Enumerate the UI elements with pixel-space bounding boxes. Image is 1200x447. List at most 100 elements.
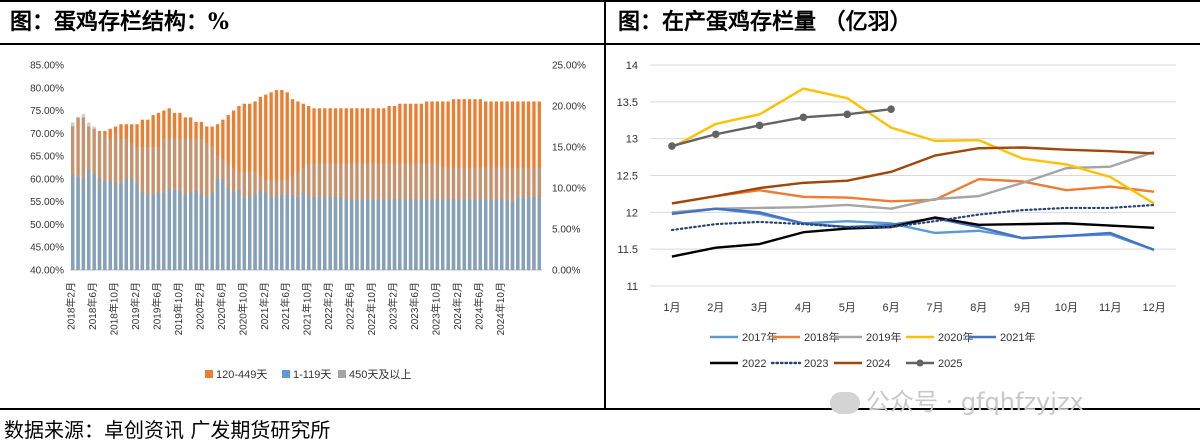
- bar-450-plus: [231, 167, 236, 270]
- bar-450-plus: [494, 167, 499, 270]
- bar-450-plus: [462, 167, 466, 270]
- bar-450-plus: [333, 163, 338, 270]
- bar-450-plus: [103, 134, 107, 270]
- left-x-tick: 2023年10月: [429, 282, 442, 335]
- bar-450-plus: [360, 163, 364, 270]
- bar-450-plus: [344, 163, 348, 270]
- left-y-tick: 40.00%: [30, 266, 64, 277]
- left-x-tick: 2021年10月: [301, 282, 314, 335]
- bar-450-plus: [274, 179, 279, 270]
- left-x-tick: 2019年6月: [151, 282, 164, 330]
- left-x-tick: 2020年2月: [193, 282, 206, 330]
- bar-450-plus: [269, 179, 273, 270]
- legend-label-2019年: 2019年: [866, 330, 901, 344]
- left-x-tick: 2024年6月: [472, 282, 485, 330]
- bar-450-plus: [521, 167, 525, 270]
- bar-450-plus: [130, 142, 134, 270]
- x-tick: 10月: [1055, 302, 1078, 314]
- legend-label-2017年: 2017年: [742, 330, 777, 344]
- bar-450-plus: [446, 167, 450, 270]
- right-y-tick: 0.00%: [552, 266, 580, 277]
- bar-450-plus: [307, 163, 311, 270]
- bar-450-plus: [403, 163, 407, 270]
- title-underline: [0, 43, 1200, 45]
- bar-450-plus: [87, 122, 91, 271]
- bar-450-plus: [135, 147, 139, 270]
- bar-450-plus: [194, 138, 198, 270]
- bar-450-plus: [215, 155, 220, 270]
- legend-label-120-449: 120-449天: [216, 369, 267, 381]
- series-marker-2025: [799, 113, 808, 122]
- bar-450-plus: [419, 163, 423, 270]
- bar-450-plus: [226, 163, 230, 270]
- right-y-tick: 25.00%: [552, 61, 586, 72]
- bar-450-plus: [505, 167, 509, 270]
- bar-450-plus: [242, 171, 246, 270]
- bar-450-plus: [280, 179, 284, 270]
- legend-swatch-120-449: [205, 370, 213, 378]
- bar-450-plus: [473, 167, 477, 270]
- bar-450-plus: [119, 138, 123, 270]
- left-x-tick: 2023年6月: [408, 282, 421, 330]
- bar-450-plus: [312, 163, 316, 270]
- y-tick: 14: [626, 60, 638, 72]
- right-panel-title: 图：在产蛋鸡存栏量 （亿羽）: [618, 9, 912, 35]
- bar-450-plus: [253, 171, 257, 270]
- left-x-tick: 2020年10月: [236, 282, 249, 335]
- y-tick: 13.5: [617, 97, 638, 109]
- bar-450-plus: [532, 167, 536, 270]
- bar-450-plus: [205, 142, 209, 270]
- bar-450-plus: [92, 126, 96, 270]
- right-y-tick: 20.00%: [552, 102, 586, 113]
- x-tick: 3月: [751, 302, 768, 314]
- legend-label-2025: 2025: [938, 358, 962, 370]
- bar-450-plus: [371, 163, 375, 270]
- series-line-2018年: [671, 177, 1155, 205]
- left-y-tick: 85.00%: [30, 61, 64, 72]
- legend-label-2018年: 2018年: [804, 330, 839, 344]
- bar-450-plus: [285, 179, 289, 270]
- x-tick: 7月: [926, 302, 943, 314]
- bar-450-plus: [398, 163, 402, 270]
- data-source-footer: 数据来源：卓创资讯 广发期货研究所: [4, 418, 331, 442]
- bar-450-plus: [248, 171, 252, 270]
- x-tick: 4月: [795, 302, 812, 314]
- bar-450-plus: [382, 163, 386, 270]
- bar-450-plus: [167, 138, 171, 270]
- bar-450-plus: [71, 122, 75, 271]
- bar-450-plus: [451, 167, 456, 270]
- legend-label-2021年: 2021年: [1000, 330, 1035, 344]
- bar-450-plus: [317, 163, 322, 270]
- series-marker-2025: [668, 142, 676, 150]
- wechat-icon: [830, 392, 860, 414]
- left-x-tick: 2021年2月: [258, 282, 271, 330]
- left-y-tick: 70.00%: [30, 129, 64, 140]
- bar-450-plus: [189, 138, 193, 270]
- legend-label-1-119: 1-119天: [293, 369, 331, 381]
- left-y-tick: 45.00%: [30, 243, 64, 254]
- left-x-tick: 2020年6月: [215, 282, 228, 330]
- left-x-tick: 2019年2月: [129, 282, 142, 330]
- legend-label-450plus: 450天及以上: [349, 368, 411, 381]
- bottom-border: [0, 408, 1200, 410]
- bar-450-plus: [178, 138, 182, 270]
- bar-450-plus: [124, 138, 128, 270]
- bar-450-plus: [199, 138, 204, 270]
- series-marker-2025: [843, 110, 852, 119]
- bar-450-plus: [510, 167, 515, 270]
- series-line-2019年: [671, 150, 1155, 214]
- bar-450-plus: [441, 167, 445, 270]
- series-line-2023: [670, 203, 1156, 232]
- bar-450-plus: [526, 167, 531, 270]
- left-x-tick: 2024年2月: [451, 282, 464, 330]
- series-line-2024: [671, 146, 1155, 205]
- egg-hen-structure-chart: 40.00% 45.00% 50.00% 55.00% 60.00% 65.00% 70.0…: [30, 61, 586, 382]
- left-x-tick: 2018年10月: [108, 282, 121, 335]
- panel-divider: [604, 0, 606, 410]
- legend-label-2023: 2023: [804, 358, 828, 370]
- bar-450-plus: [425, 163, 429, 270]
- series-line-2017年: [671, 207, 1155, 252]
- series-marker-2025: [755, 121, 764, 130]
- left-x-tick: 2018年2月: [65, 282, 78, 330]
- bar-450-plus: [339, 163, 343, 270]
